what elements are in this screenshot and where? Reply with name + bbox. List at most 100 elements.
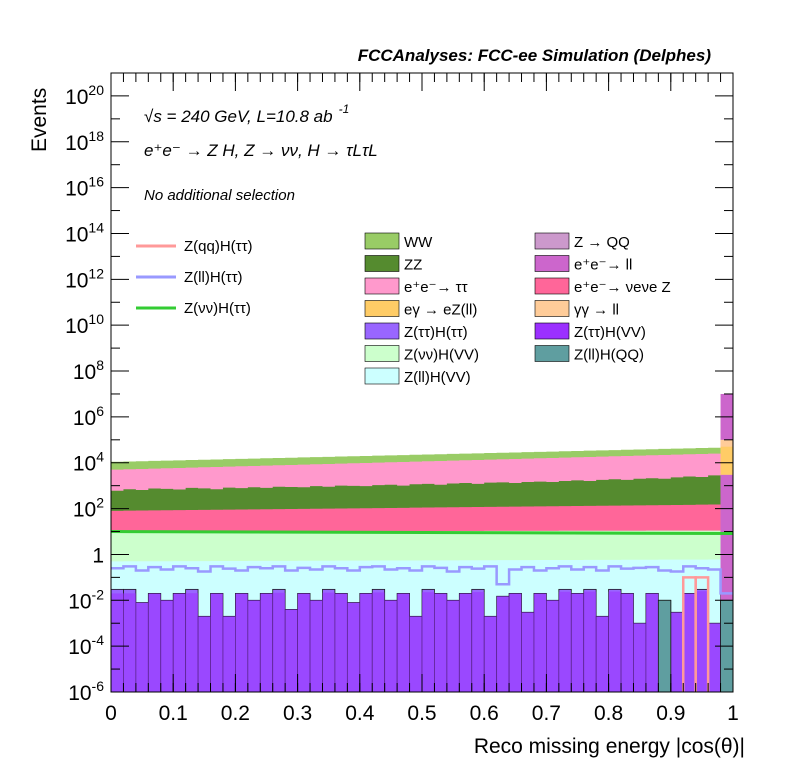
bar-ztautau-hvv [235,593,248,692]
energy-annotation: √s = 240 GeV, L=10.8 ab -1 [144,102,349,126]
line-zvv-htautau [110,530,734,536]
x-tick-label: 0.1 [159,702,188,725]
bar-ztautau-hvv [322,592,335,692]
bar-ztautau-hvv [372,592,385,692]
bar-ztautau-hvv [571,593,584,692]
bar-ztautau-hvv [310,600,323,692]
x-tick-label: 1 [727,702,739,725]
bar-ztautau-hvv [471,592,485,692]
bar-ztautau-hvv [198,616,211,692]
signal-lines [110,530,734,692]
x-tick-label: 0.9 [656,702,685,725]
bar-ztautau-hvv [135,602,149,692]
x-tick-label: 0.4 [345,702,375,725]
legend-label: γγ → ll [574,302,619,319]
y-tick-label: 10-6 [68,678,104,705]
axes: 0 0.1 0.2 0.3 0.4 0.5 0.6 0.7 0.8 0.9 1 10-6 10-4 10-… [65,72,739,725]
y-tick-label: 106 [73,403,104,430]
y-tick-label: 1 [92,544,104,567]
bar-ztautau-hvv [222,616,236,692]
legend-label: e⁺e⁻→ ττ [404,279,468,296]
legend-swatch [364,345,400,362]
y-tick-label: 1018 [65,128,104,155]
legend-label: Z(ττ)H(VV) [574,324,646,341]
stacked-histograms [110,393,734,693]
legend-label: Z(ll)H(ττ) [184,269,243,286]
chart-title: FCCAnalyses: FCC-ee Simulation (Delphes) [358,46,712,65]
bar-ztautau-hvv [708,623,721,692]
bar-ztautau-hvv [558,591,572,692]
legend-label: WW [404,234,433,251]
bar-zll-hqq [657,599,672,693]
process-annotation: e⁺e⁻ → Z H, Z → νν, H → τLτL [144,141,378,160]
legend-swatch [534,277,570,295]
y-tick-label: 108 [73,357,104,384]
bar-ztautau-hvv [422,592,435,692]
bar-ztautau-hvv [533,593,547,692]
bar-ztautau-hvv [272,592,286,692]
legend: Z(qq)H(ττ) Z(ll)H(ττ) Z(νν)H(ττ) WW ZZ e⁺e⁻→ … [136,232,671,386]
line-zqq-htautau [694,576,710,692]
bar-ztautau-hvv [160,600,174,692]
legend-swatch [364,277,400,295]
bar-ztautau-hvv [409,616,422,692]
y-tick-label: 1010 [65,311,104,338]
x-tick-label: 0.8 [594,702,623,725]
bar-ztautau-hvv [596,616,609,692]
bar-ztautau-hvv [670,612,684,692]
legend-label: Z(qq)H(ττ) [184,238,253,255]
bar-ztautau-hvv [695,591,709,692]
bar-ztautau-hvv [496,596,510,692]
x-tick-label: 0 [105,702,117,725]
bar-ztautau-hvv [384,600,398,692]
bar-ztautau-hvv [521,612,534,692]
bar-ztautau-hvv [297,593,311,692]
bar-ztautau-hvv [334,593,348,692]
bar-ztautau-hvv [446,600,460,692]
legend-swatch [364,322,400,340]
bar-ztautau-hvv [546,600,559,692]
bar-ztautau-hvv [583,591,597,692]
lastbin-e-ez-ll- [720,446,733,475]
bar-ztautau-hvv [359,593,373,692]
y-tick-label: 10-4 [68,632,104,659]
legend-swatch [534,345,570,362]
bar-ztautau-hvv [459,593,472,692]
legend-label: ZZ [404,257,422,274]
x-tick-label: 0.5 [407,702,436,725]
y-tick-label: 1016 [65,174,104,201]
y-tick-label: 102 [73,495,104,522]
legend-label: Z(ll)H(VV) [404,369,471,386]
energy-annotation-sup: -1 [339,102,350,116]
y-tick-label: 1020 [65,82,104,109]
x-tick-label: 0.7 [532,702,561,725]
legend-label: Z(ττ)H(ττ) [404,324,468,341]
legend-label: Z(νν)H(VV) [404,347,479,364]
legend-label: Z → QQ [574,234,630,251]
legend-label: Z(ll)H(QQ) [574,347,644,364]
bar-ztautau-hvv [185,593,199,692]
bar-ztautau-hvv [621,593,634,692]
legend-swatch [534,322,570,340]
legend-swatch [534,255,570,272]
bar-ztautau-hvv [509,593,522,692]
legend-swatch [364,255,400,272]
bar-ztautau-hvv [210,593,223,692]
legend-label: eγ → eZ(ll) [404,302,477,319]
y-tick-label: 1012 [65,265,104,292]
bar-ztautau-hvv [148,593,161,692]
line-zll-htautau [111,565,733,595]
legend-label: e⁺e⁻→ νeνe Z [574,279,671,296]
bar-ztautau-hvv [123,593,136,692]
legend-label: Z(νν)H(ττ) [184,300,251,317]
x-tick-label: 0.3 [283,702,312,725]
y-tick-label: 10-2 [68,586,104,613]
bar-ztautau-hvv [111,593,124,692]
bar-ztautau-hvv [645,593,659,692]
bar-ztautau-hvv [633,623,646,692]
x-tick-label: 0.6 [470,702,499,725]
bar-ztautau-hvv [434,593,447,692]
y-tick-label: 1014 [65,219,104,246]
bar-ztautau-hvv [260,593,273,692]
